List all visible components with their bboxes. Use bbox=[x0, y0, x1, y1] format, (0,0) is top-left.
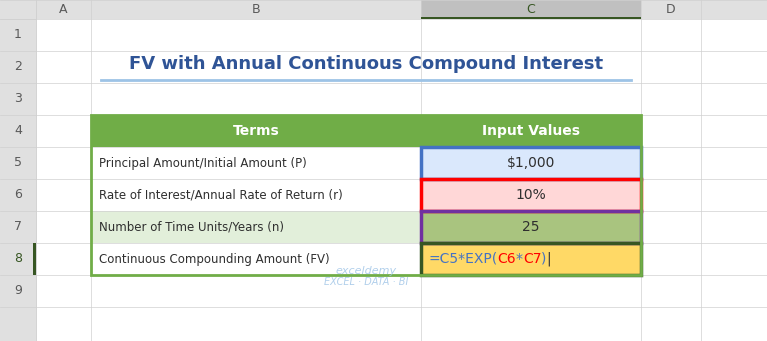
Text: Principal Amount/Initial Amount (P): Principal Amount/Initial Amount (P) bbox=[99, 157, 307, 169]
Bar bbox=[0, 0, 767, 19]
Text: Terms: Terms bbox=[232, 124, 279, 138]
Text: Continuous Compounding Amount (FV): Continuous Compounding Amount (FV) bbox=[99, 252, 330, 266]
Bar bbox=[421, 179, 641, 211]
Text: C6: C6 bbox=[497, 252, 516, 266]
Bar bbox=[421, 147, 641, 179]
Bar bbox=[421, 243, 641, 275]
Text: exceldemy: exceldemy bbox=[335, 266, 397, 276]
Bar bbox=[421, 179, 641, 211]
Bar bbox=[0, 0, 36, 341]
Bar bbox=[421, 17, 641, 19]
Bar bbox=[91, 211, 421, 243]
Text: 25: 25 bbox=[522, 220, 540, 234]
Text: 4: 4 bbox=[14, 124, 22, 137]
Text: Rate of Interest/Annual Rate of Return (r): Rate of Interest/Annual Rate of Return (… bbox=[99, 189, 343, 202]
Bar bbox=[421, 0, 641, 19]
Text: ): ) bbox=[542, 252, 547, 266]
Text: D: D bbox=[667, 3, 676, 16]
Bar bbox=[91, 115, 641, 147]
Bar bbox=[91, 243, 421, 275]
Text: B: B bbox=[252, 3, 260, 16]
Text: A: A bbox=[59, 3, 67, 16]
Bar bbox=[421, 243, 641, 275]
Text: 6: 6 bbox=[14, 189, 22, 202]
Bar bbox=[421, 211, 641, 243]
Bar bbox=[421, 147, 641, 179]
Text: 10%: 10% bbox=[515, 188, 546, 202]
Bar bbox=[33, 243, 36, 275]
Bar bbox=[421, 211, 641, 243]
Text: |: | bbox=[547, 252, 551, 266]
Text: Number of Time Units/Years (n): Number of Time Units/Years (n) bbox=[99, 221, 284, 234]
Text: =C5*EXP(: =C5*EXP( bbox=[428, 252, 497, 266]
Text: 2: 2 bbox=[14, 60, 22, 74]
Text: $1,000: $1,000 bbox=[507, 156, 555, 170]
Bar bbox=[91, 147, 421, 179]
Text: C7: C7 bbox=[523, 252, 542, 266]
Text: 3: 3 bbox=[14, 92, 22, 105]
Text: EXCEL · DATA · BI: EXCEL · DATA · BI bbox=[324, 277, 408, 287]
Text: FV with Annual Continuous Compound Interest: FV with Annual Continuous Compound Inter… bbox=[129, 55, 603, 73]
Text: 1: 1 bbox=[14, 29, 22, 42]
Text: Input Values: Input Values bbox=[482, 124, 580, 138]
Bar bbox=[91, 115, 641, 275]
Text: 9: 9 bbox=[14, 284, 22, 297]
Text: 7: 7 bbox=[14, 221, 22, 234]
Bar bbox=[91, 179, 421, 211]
Text: C: C bbox=[527, 3, 535, 16]
Text: *: * bbox=[516, 252, 523, 266]
Text: 5: 5 bbox=[14, 157, 22, 169]
Text: 8: 8 bbox=[14, 252, 22, 266]
